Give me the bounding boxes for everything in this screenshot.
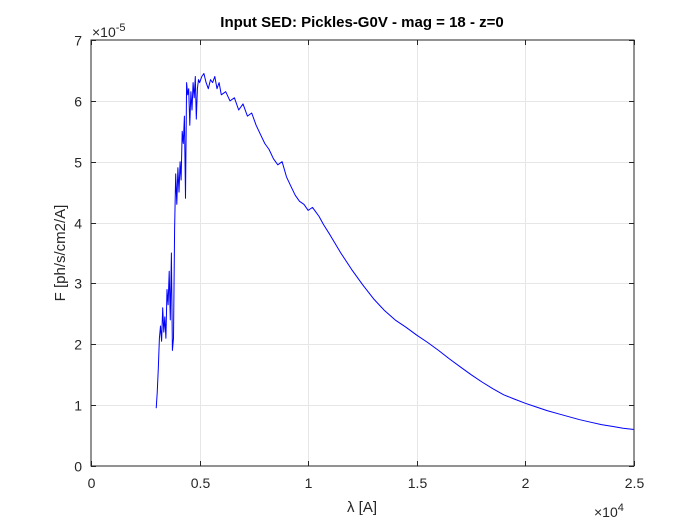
- svg-text:×10-5: ×10-5: [92, 22, 126, 40]
- axis-ticks: 0 0.5 1 1.5 2 2.5 0 1 2 3 4 5 6 7: [74, 33, 644, 492]
- y-exponent-power: -5: [116, 22, 126, 34]
- y-tick-label: 1: [74, 398, 82, 414]
- grid-lines: [91, 40, 634, 466]
- x-exponent-base: ×10: [594, 504, 618, 520]
- x-tick-label: 2: [522, 475, 530, 491]
- y-tick-label: 0: [74, 459, 82, 475]
- x-axis-label: λ [A]: [347, 499, 377, 516]
- x-tick-label: 1.5: [408, 475, 428, 491]
- y-tick-label: 5: [74, 155, 82, 171]
- axes-background: [91, 40, 634, 466]
- y-exponent-base: ×10: [92, 24, 116, 40]
- x-tick-label: 1: [305, 475, 313, 491]
- y-exponent-label: ×10-5: [92, 22, 126, 40]
- x-exponent-label: ×104: [594, 502, 624, 520]
- svg-text:×104: ×104: [594, 502, 624, 520]
- x-tick-label: 2.5: [625, 475, 645, 491]
- y-tick-label: 2: [74, 337, 82, 353]
- x-tick-label: 0.5: [191, 475, 211, 491]
- y-tick-label: 4: [74, 216, 82, 232]
- series-line-flux: [155, 73, 635, 466]
- chart-title: Input SED: Pickles-G0V - mag = 18 - z=0: [220, 14, 503, 31]
- y-axis-label: F [ph/s/cm2/A]: [52, 205, 69, 302]
- y-tick-label: 3: [74, 276, 82, 292]
- x-tick-label: 0: [88, 475, 96, 491]
- axes-box: [90, 39, 635, 467]
- y-tick-label: 6: [74, 94, 82, 110]
- x-exponent-power: 4: [618, 502, 624, 514]
- y-tick-label: 7: [74, 33, 82, 49]
